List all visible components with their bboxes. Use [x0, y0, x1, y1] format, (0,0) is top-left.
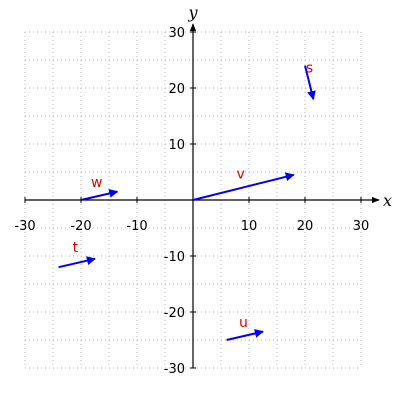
- y-axis-label: y: [187, 3, 198, 22]
- y-tick-label: 10: [168, 138, 185, 153]
- vector-label-u: u: [239, 315, 248, 331]
- axes: [25, 23, 380, 368]
- vector-labels: v s w t u: [73, 60, 313, 331]
- y-tick-label: 20: [168, 82, 185, 97]
- y-tick-label: -30: [164, 362, 185, 377]
- x-tick-label: -20: [70, 219, 91, 234]
- x-tick-label: 20: [297, 219, 314, 234]
- vector-t: [58, 256, 96, 269]
- y-tick-label: -20: [164, 306, 185, 321]
- x-tick-label: 10: [241, 219, 258, 234]
- y-tick-label: 30: [168, 26, 185, 41]
- x-tick-label: 30: [353, 219, 370, 234]
- ticks: -30 -30 -20 -20 -10 -10 10 10 20 20 30 30: [14, 26, 369, 377]
- vector-label-v: v: [236, 167, 244, 183]
- vector-s: [304, 65, 316, 101]
- vector-u: [226, 329, 264, 341]
- vector-label-w: w: [91, 175, 102, 191]
- vector-v: [192, 172, 295, 201]
- x-tick-label: -30: [14, 219, 35, 234]
- vector-w: [80, 189, 119, 201]
- vectors: [58, 65, 316, 341]
- vector-label-t: t: [73, 240, 79, 256]
- y-tick-label: -10: [164, 250, 185, 265]
- x-axis-label: x: [383, 191, 392, 210]
- vector-label-s: s: [306, 60, 313, 76]
- x-tick-label: -10: [126, 219, 147, 234]
